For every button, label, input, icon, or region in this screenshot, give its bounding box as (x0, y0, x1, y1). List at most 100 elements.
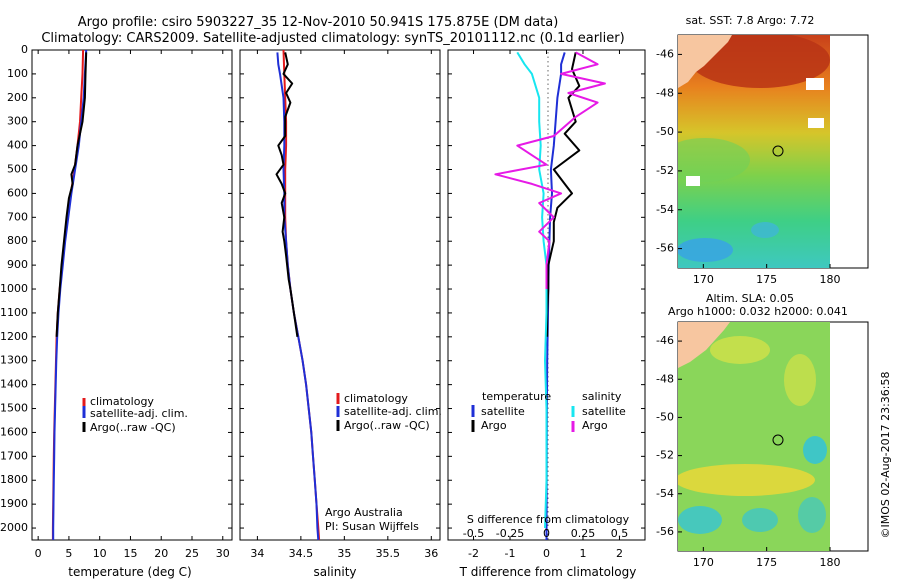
depth-tick-label: 1300 (0, 354, 28, 367)
land-new-zealand (678, 35, 732, 88)
sst-green-band (678, 138, 750, 182)
legend-label-climatology: climatology (344, 392, 408, 405)
x-tick-label: 1 (579, 547, 586, 560)
sla-map-panel: Altim. SLA: 0.05 Argo h1000: 0.032 h2000… (656, 292, 869, 569)
map-y-tick-label: -46 (656, 47, 674, 60)
salinity-series (275, 49, 321, 541)
depth-tick-label: 1100 (0, 306, 28, 319)
x-tick-label: 2 (616, 547, 623, 560)
map-y-tick-label: -56 (656, 242, 674, 255)
sst-cool-patch-2 (751, 222, 779, 238)
legend-label-argo: Argo(..raw -QC) (90, 421, 176, 434)
x-tick-label: 0 (35, 547, 42, 560)
argo-location-marker (772, 434, 784, 446)
legend-label-temp-satellite: satellite (481, 405, 525, 418)
s-tick-label: -0.25 (496, 527, 524, 540)
legend-label-climatology: climatology (90, 395, 154, 408)
s-tick-label: -0.5 (463, 527, 484, 540)
depth-tick-label: 1000 (0, 282, 28, 295)
depth-tick-label: 400 (7, 139, 28, 152)
map-x-tick-label: 175 (756, 273, 777, 286)
depth-tick-label: 500 (7, 163, 28, 176)
x-tick-label: 10 (93, 547, 107, 560)
map-x-tick-label: 170 (693, 273, 714, 286)
map-y-tick-label: -48 (656, 372, 674, 385)
temperature-legend: climatology satellite-adj. clim. Argo(..… (82, 395, 188, 434)
temperature-series (51, 49, 88, 540)
difference-depth-ticks (448, 49, 645, 529)
difference-legend: temperature salinity satellite Argo sate… (471, 390, 626, 432)
series-line-temperature-satellite (545, 52, 566, 541)
legend-label-satellite: satellite-adj. clim. (344, 405, 442, 418)
depth-tick-label: 100 (7, 67, 28, 80)
salinity-legend: climatology satellite-adj. clim. Argo(..… (336, 392, 442, 432)
sla-field (678, 322, 830, 551)
t-difference-label: T difference from climatology (459, 565, 637, 579)
depth-tick-label: 200 (7, 91, 28, 104)
legend-label-satellite: satellite-adj. clim. (90, 407, 188, 420)
s-tick-label: 0.5 (611, 527, 629, 540)
x-tick-label: 0 (543, 547, 550, 560)
sst-cool-patch (678, 238, 733, 262)
salinity-panel: 34 34.5 35 35.5 36 salinity climatology sate… (239, 49, 442, 579)
land-mask-2 (808, 118, 824, 128)
legend-title-salinity: salinity (582, 390, 622, 403)
land-mask-1 (806, 78, 824, 90)
s-difference-axis: -0.5 -0.25 0 0.25 0.5 (463, 527, 628, 540)
temperature-axes-frame (31, 49, 233, 541)
map-x-tick-label: 170 (693, 556, 714, 569)
sla-anomaly-6 (742, 508, 778, 532)
legend-title-temperature: temperature (482, 390, 551, 403)
attribution-line-1: Argo Australia (325, 506, 403, 519)
depth-tick-label: 1900 (0, 497, 28, 510)
map-y-tick-label: -54 (656, 203, 674, 216)
sst-map-panel: sat. SST: 7.8 Argo: 7.72 170 175 180 -46 -48… (656, 14, 869, 286)
series-line-argo-raw-qc- (55, 52, 88, 337)
sla-map-axes: 170 175 180 -46 -48 -50 -52 -54 -56 (656, 334, 840, 569)
depth-tick-label: 1800 (0, 473, 28, 486)
x-tick-label: 25 (185, 547, 199, 560)
sst-map-axes: 170 175 180 -46 -48 -50 -52 -54 -56 (656, 47, 840, 286)
depth-tick-label: 800 (7, 234, 28, 247)
sla-anomaly-5 (678, 506, 722, 534)
map-y-tick-label: -48 (656, 86, 674, 99)
map-x-tick-label: 175 (756, 556, 777, 569)
legend-label-argo: Argo(..raw -QC) (344, 419, 430, 432)
salinity-axes-frame (239, 49, 441, 541)
x-tick-label: 30 (216, 547, 230, 560)
depth-tick-label: 900 (7, 258, 28, 271)
depth-tick-label: 1500 (0, 402, 28, 415)
difference-panel: -2 -1 0 1 2 S difference from climatology -0… (447, 49, 646, 579)
sla-anomaly-2 (784, 354, 816, 406)
series-line-argo-raw-qc- (275, 52, 299, 337)
s-tick-label: 0 (543, 527, 550, 540)
difference-series (494, 51, 606, 541)
map-y-tick-label: -54 (656, 487, 674, 500)
depth-tick-label: 300 (7, 115, 28, 128)
difference-x-axis: -2 -1 0 1 2 (468, 50, 623, 560)
s-difference-label: S difference from climatology (467, 513, 630, 526)
depth-tick-label: 1700 (0, 449, 28, 462)
map-y-tick-label: -52 (656, 449, 674, 462)
temperature-xlabel: temperature (deg C) (68, 565, 191, 579)
x-tick-label: 5 (65, 547, 72, 560)
sla-map-title-2: Argo h1000: 0.032 h2000: 0.041 (668, 305, 848, 318)
legend-label-sal-satellite: satellite (582, 405, 626, 418)
salinity-xlabel: salinity (313, 565, 356, 579)
depth-tick-label: 600 (7, 186, 28, 199)
temperature-x-axis: 0 5 10 15 20 25 30 (35, 50, 230, 560)
depth-tick-label: 2000 (0, 521, 28, 534)
sla-anomaly-7 (798, 497, 826, 533)
x-tick-label: -2 (468, 547, 479, 560)
depth-tick-label: 700 (7, 210, 28, 223)
map-y-tick-label: -50 (656, 125, 674, 138)
legend-label-sal-argo: Argo (582, 419, 608, 432)
x-tick-label: -1 (505, 547, 516, 560)
sst-field (678, 35, 830, 268)
sst-warm-patch (690, 35, 830, 88)
attribution-line-2: PI: Susan Wijffels (325, 520, 419, 533)
salinity-depth-ticks (240, 49, 440, 529)
depth-tick-label: 1400 (0, 378, 28, 391)
x-tick-label: 34 (250, 547, 264, 560)
